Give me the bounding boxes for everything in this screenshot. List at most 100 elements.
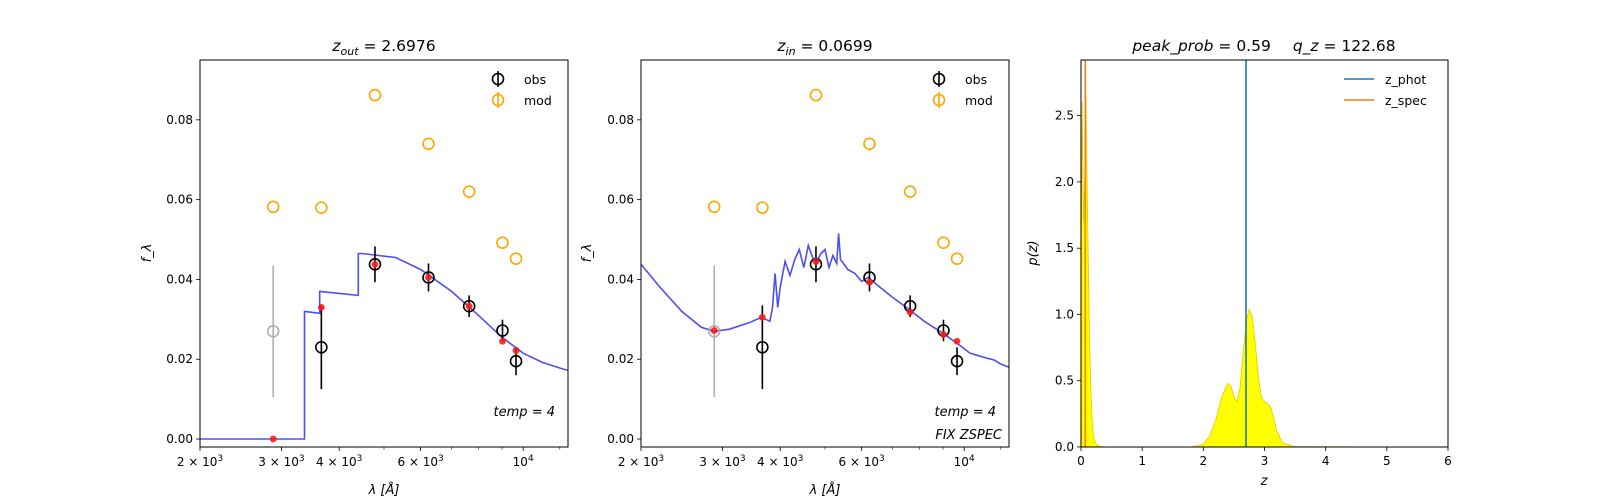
mod-marker <box>509 252 523 265</box>
y-tick-label: 0.0 <box>1055 440 1074 454</box>
mod-marker <box>315 201 328 214</box>
panel-sed-zout: 0.00 0.02 0.04 0.06 0.08 2 × 103 3 × 103 4 × 10… <box>140 37 569 498</box>
obs-point <box>266 265 280 398</box>
obs-marker <box>707 324 721 338</box>
x-tick-label: 104 <box>954 454 975 469</box>
panel-title: zout = 2.6976 <box>331 37 435 58</box>
model-band-point <box>866 278 873 286</box>
x-tick-label: 2 × 103 <box>177 454 223 469</box>
x-tick-label: 4 <box>1322 454 1330 468</box>
panel-pz: 0.0 0.5 1.0 1.5 2.0 2.5 0 1 2 3 4 5 6 peak_prob = 0.… <box>1026 37 1452 489</box>
legend-marker-mod <box>932 92 946 108</box>
y-axis-label: p(z) <box>1026 240 1041 266</box>
mod-marker <box>368 88 382 102</box>
y-tick-label: 0.06 <box>166 193 193 207</box>
x-tick-label: 6 <box>1444 454 1452 468</box>
y-tick-label: 0.5 <box>1055 374 1074 388</box>
mod-marker <box>756 201 769 214</box>
panel-title: zin = 0.0699 <box>776 37 872 58</box>
obs-marker <box>266 324 280 338</box>
model-band-point <box>499 337 506 345</box>
model-band-point <box>371 260 379 268</box>
y-tick-label: 0.08 <box>607 113 634 127</box>
legend: obs mod <box>491 71 552 108</box>
obs-marker <box>462 299 476 313</box>
y-axis-label: f_λ <box>580 244 595 263</box>
obs-marker <box>509 354 523 368</box>
x-tick-label: 5 <box>1383 454 1391 468</box>
y-tick-label: 1.5 <box>1055 241 1074 255</box>
panel-title: peak_prob = 0.59 q_z = 122.68 <box>1131 37 1395 56</box>
mod-marker <box>422 137 435 151</box>
x-tick-label: 3 × 103 <box>258 454 304 469</box>
legend-label-mod: mod <box>524 93 552 108</box>
y-tick-label: 0.04 <box>166 272 193 286</box>
x-tick-label: 3 × 103 <box>699 454 745 469</box>
x-tick-label: 1 <box>1138 454 1146 468</box>
x-axis-label: λ [Å] <box>809 482 841 498</box>
x-tick-label: 104 <box>513 454 534 469</box>
x-axis-label: λ [Å] <box>368 482 400 498</box>
legend-marker-obs <box>932 71 946 87</box>
model-band-point <box>465 302 473 310</box>
mod-marker <box>863 137 876 151</box>
plot-area <box>1081 60 1448 447</box>
legend-marker-mod <box>491 92 505 108</box>
obs-point <box>496 319 509 342</box>
model-band-point <box>269 435 277 443</box>
plot-frame <box>640 59 1010 448</box>
legend: obs mod <box>932 71 993 108</box>
obs-marker <box>496 324 509 337</box>
y-tick-label: 0.06 <box>607 193 634 207</box>
x-tick-label: 4 × 103 <box>316 454 362 469</box>
model-band-point <box>758 313 766 321</box>
x-tick-label: 6 × 103 <box>397 454 443 469</box>
plot-frame <box>1080 59 1449 448</box>
legend-label-zphot: z_phot <box>1385 72 1426 87</box>
obs-marker <box>756 340 769 354</box>
plot-frame <box>199 59 569 448</box>
template-annotation: temp = 4 <box>494 405 555 420</box>
y-tick-label: 0.02 <box>166 352 193 366</box>
mod-marker <box>266 200 280 214</box>
legend: z_phot z_spec <box>1344 72 1427 108</box>
legend-label-obs: obs <box>524 72 546 87</box>
mod-marker <box>950 252 964 265</box>
model-band-point <box>710 327 718 334</box>
obs-marker <box>950 354 964 368</box>
mod-marker <box>809 88 823 102</box>
y-tick-label: 0.04 <box>607 272 634 286</box>
mod-marker <box>707 200 721 214</box>
plot-area <box>641 60 1009 447</box>
legend-marker-obs <box>491 71 505 87</box>
model-band-point <box>425 274 432 281</box>
y-tick-label: 2.5 <box>1055 109 1074 123</box>
template-annotation: temp = 4 <box>935 405 996 420</box>
x-tick-label: 0 <box>1077 454 1085 468</box>
x-tick-label: 2 × 103 <box>618 454 664 469</box>
panel-sed-zin: 0.00 0.02 0.04 0.06 0.08 2 × 103 3 × 103 4 × 10… <box>580 37 1010 498</box>
model-sed-curve <box>200 252 568 440</box>
legend-label-obs: obs <box>965 72 987 87</box>
x-tick-label: 2 <box>1200 454 1208 468</box>
legend-label-zspec: z_spec <box>1385 93 1427 108</box>
fix-zspec-annotation: FIX ZSPEC <box>935 428 1003 443</box>
y-axis-label: f_λ <box>140 244 155 263</box>
y-tick-label: 2.0 <box>1055 175 1074 189</box>
x-axis-label: z <box>1260 474 1269 489</box>
model-band-point <box>812 258 820 265</box>
model-band-point <box>940 331 947 338</box>
mod-marker <box>937 236 950 250</box>
mod-marker <box>462 185 476 198</box>
y-tick-label: 1.0 <box>1055 307 1074 321</box>
legend-label-mod: mod <box>965 93 993 108</box>
y-tick-label: 0.00 <box>166 432 193 446</box>
x-tick-label: 6 × 103 <box>838 454 884 469</box>
model-band-point <box>512 347 520 354</box>
obs-point <box>950 347 964 376</box>
y-tick-label: 0.00 <box>607 432 634 446</box>
y-tick-label: 0.08 <box>166 113 193 127</box>
obs-marker <box>315 340 328 354</box>
obs-point <box>315 305 328 390</box>
